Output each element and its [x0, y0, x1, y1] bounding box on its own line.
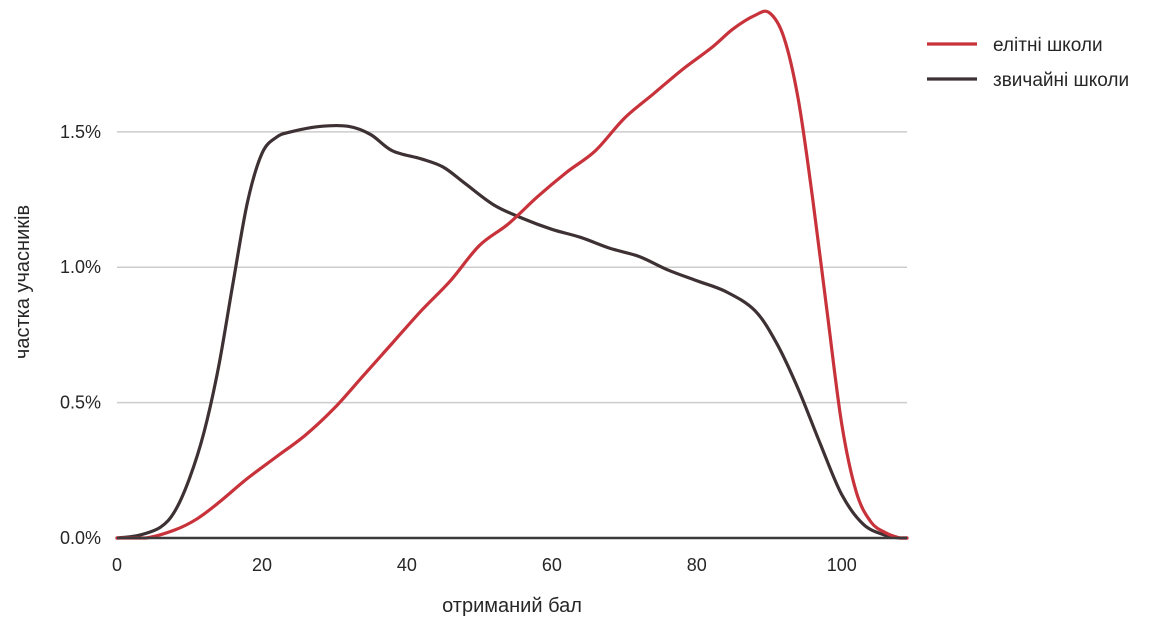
x-tick-label: 100	[827, 555, 857, 575]
series-line-elite-schools	[115, 9, 909, 540]
x-tick-label: 80	[687, 555, 707, 575]
y-axis-label: частка учасників	[12, 205, 34, 359]
y-tick-label: 0.5%	[60, 393, 101, 413]
x-tick-label: 60	[542, 555, 562, 575]
x-axis-label: отриманий бал	[442, 595, 582, 617]
y-tick-label: 1.5%	[60, 122, 101, 142]
x-tick-label: 40	[397, 555, 417, 575]
y-tick-label: 1.0%	[60, 257, 101, 277]
x-tick-label: 20	[252, 555, 272, 575]
grid-lines	[117, 131, 907, 404]
legend-label: елітні школи	[993, 35, 1103, 56]
legend: елітні школи звичайні школи	[927, 35, 1129, 91]
axes: 0.0% 0.5% 1.0% 1.5% 0 20 40 60 80 100	[60, 122, 907, 575]
series-line-regular-schools	[115, 123, 909, 540]
y-tick-label: 0.0%	[60, 528, 101, 548]
x-tick-label: 0	[112, 555, 122, 575]
plot-series	[115, 9, 909, 540]
legend-label: звичайні школи	[993, 70, 1129, 91]
